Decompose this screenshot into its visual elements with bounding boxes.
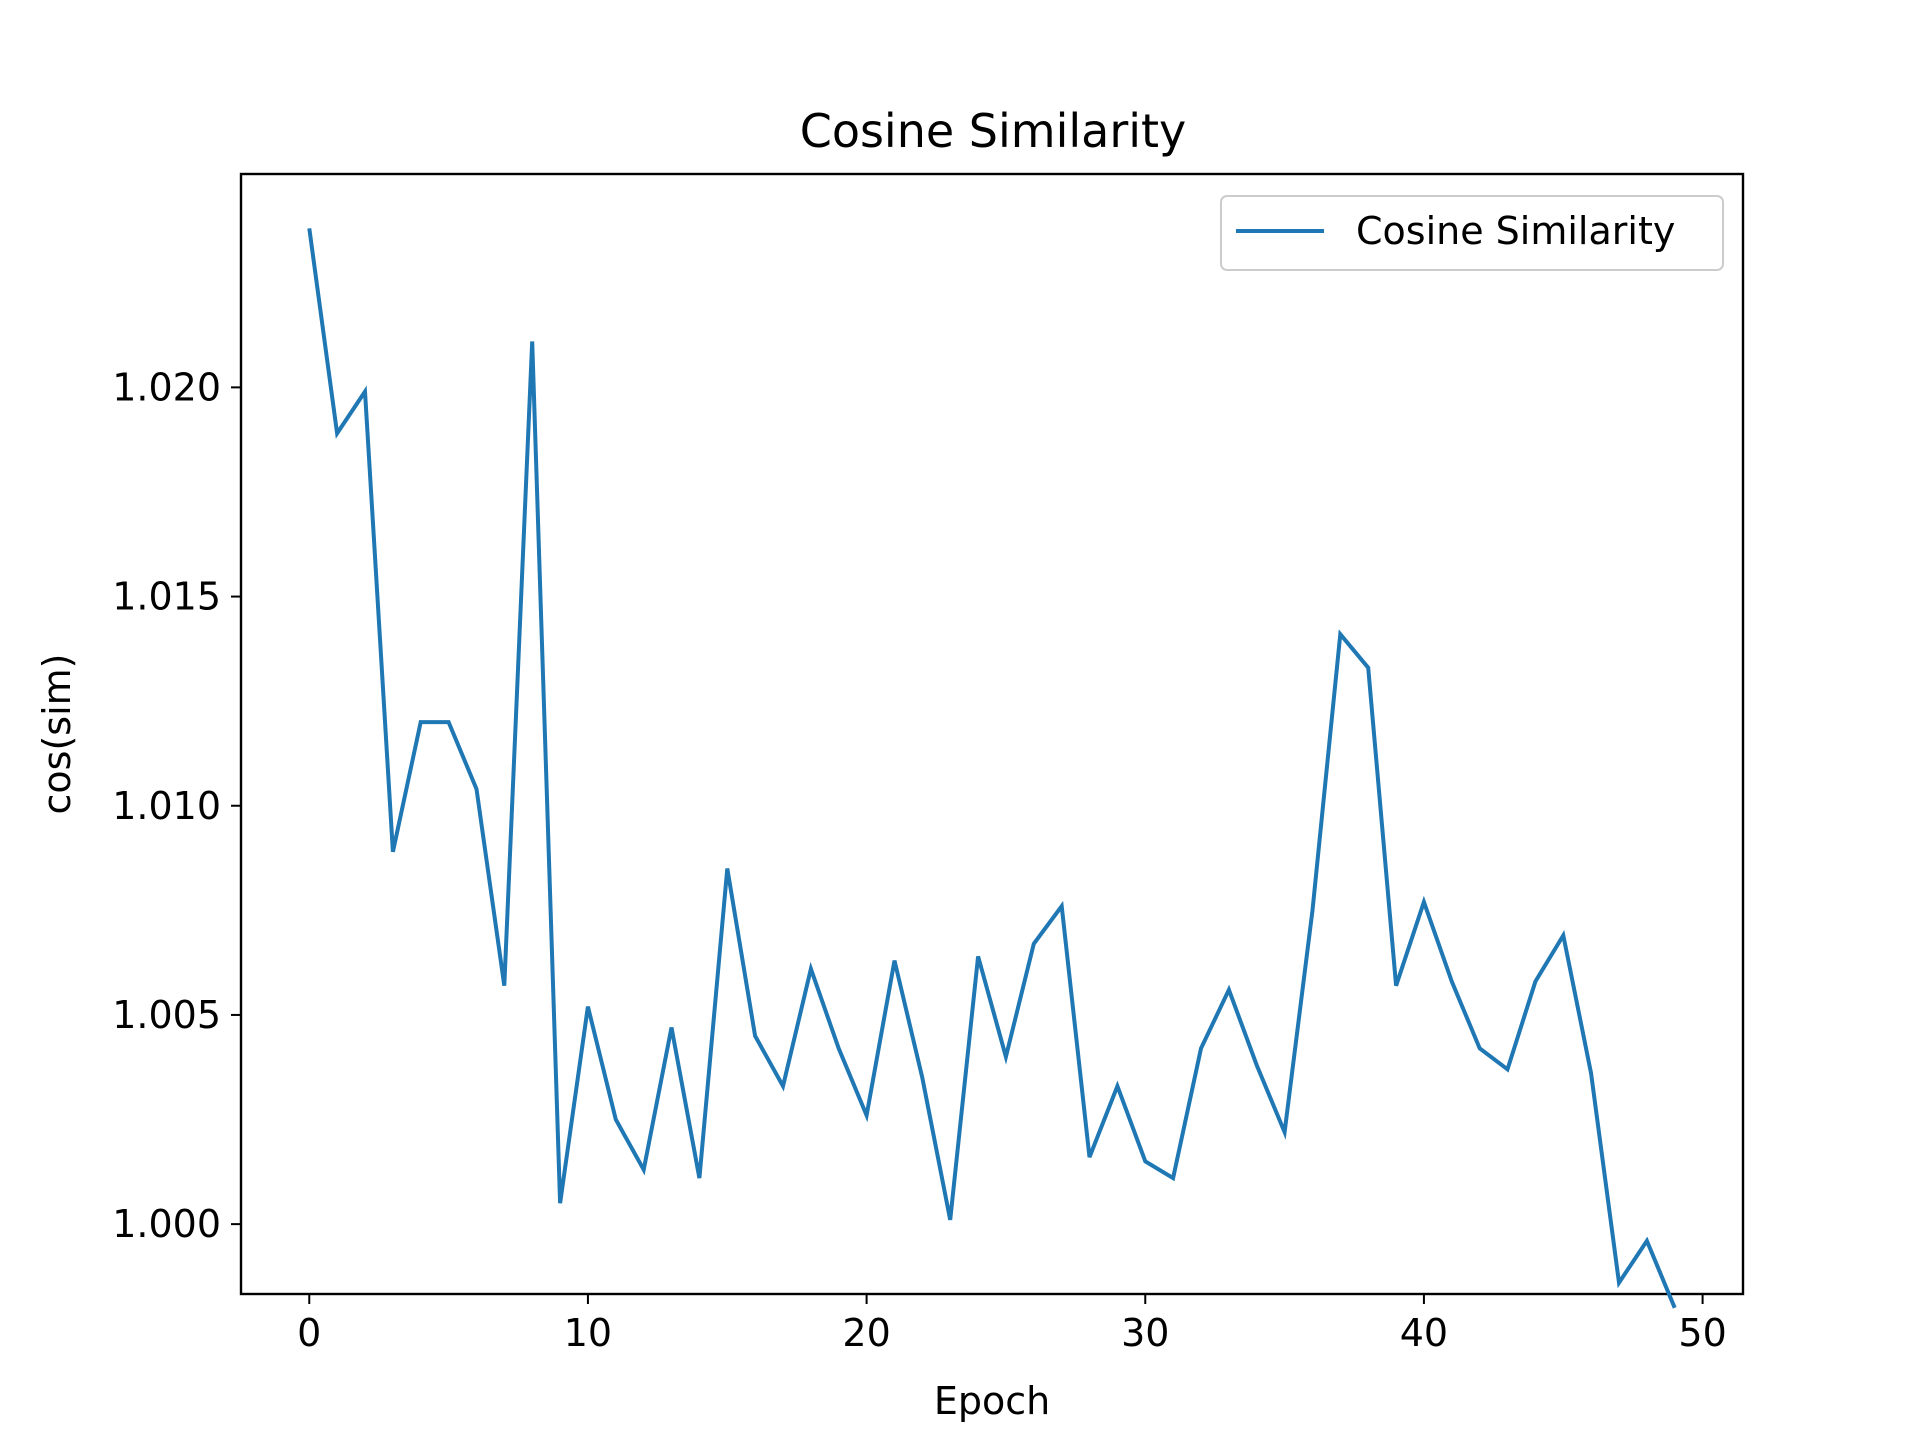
- legend-box: [1220, 195, 1724, 271]
- y-tick-label: 1.005: [112, 993, 221, 1037]
- legend: Cosine Similarity: [1220, 195, 1724, 271]
- series-line: [307, 228, 1677, 1309]
- x-tick-label: 40: [1400, 1311, 1448, 1355]
- plot-area-frame: [239, 172, 1745, 1296]
- y-tick-label: 1.010: [112, 784, 221, 828]
- legend-label: Cosine Similarity: [1356, 209, 1675, 253]
- x-tick-label: 0: [297, 1311, 321, 1355]
- y-axis: 1.000 1.005 1.010 1.015 1.020: [112, 365, 241, 1246]
- x-tick-label: 30: [1121, 1311, 1169, 1355]
- x-tick-label: 20: [842, 1311, 890, 1355]
- x-axis: 0 10 20 30 40 50: [297, 1294, 1727, 1355]
- chart-title: Cosine Similarity: [800, 104, 1187, 158]
- y-axis-title: cos(sim): [35, 654, 79, 815]
- series-layer: [307, 228, 1677, 1309]
- y-tick-label: 1.000: [112, 1202, 221, 1246]
- x-tick-label: 10: [564, 1311, 612, 1355]
- y-tick-label: 1.020: [112, 365, 221, 409]
- y-tick-label: 1.015: [112, 575, 221, 619]
- x-tick-label: 50: [1678, 1311, 1726, 1355]
- x-axis-title: Epoch: [934, 1379, 1050, 1423]
